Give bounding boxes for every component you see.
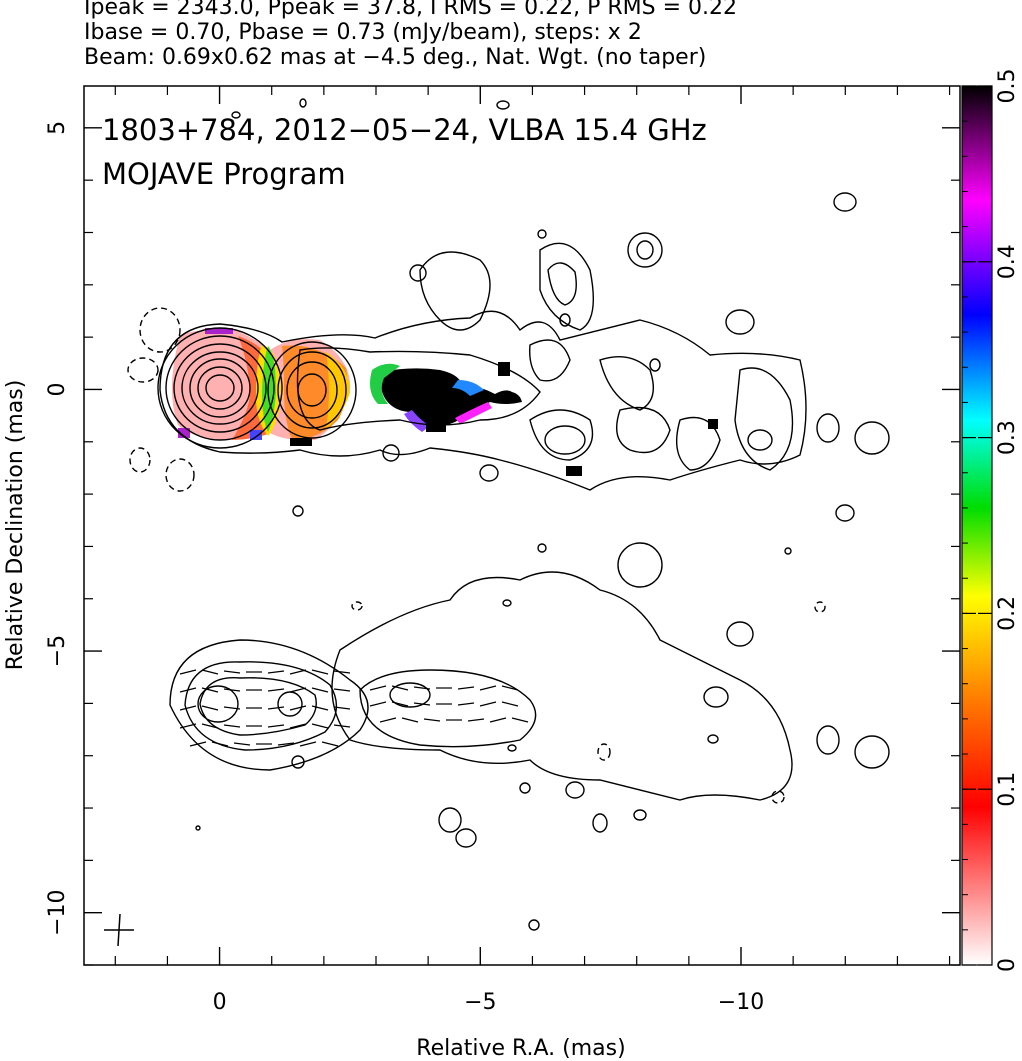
y-tick-label: 5: [45, 121, 70, 135]
axis-minor-ticks: [84, 86, 960, 966]
plot-frame: [83, 85, 961, 966]
evpa-vectors: [179, 669, 529, 747]
colorbar-tick-label: 0: [995, 958, 1020, 972]
y-tick-label: −10: [45, 889, 70, 935]
colorbar-tick-label: 0.4: [995, 244, 1020, 279]
beam-marker: [104, 913, 134, 947]
x-tick-label: −10: [718, 990, 764, 1015]
y-tick-label: 0: [45, 382, 70, 396]
y-axis-ticks: 5 0 −5 −10: [45, 121, 960, 936]
x-tick-label: −5: [464, 990, 496, 1015]
x-axis-label: Relative R.A. (mas): [416, 1036, 625, 1061]
header-line-3: Beam: 0.69x0.62 mas at −4.5 deg., Nat. W…: [84, 45, 707, 70]
colorbar-tick-label: 0.2: [995, 596, 1020, 631]
x-tick-label: 0: [213, 990, 227, 1015]
y-tick-label: −5: [45, 635, 70, 667]
colorbar-tick-label: 0.1: [995, 772, 1020, 807]
colorbar-frame: [961, 85, 993, 966]
colorbar: [962, 86, 992, 965]
colorbar-tick-label: 0.3: [995, 420, 1020, 455]
colorbar-tick-label: 0.5: [995, 69, 1020, 104]
colorbar-ticks: 0 0.1 0.2 0.3 0.4 0.5: [962, 69, 1020, 972]
chart-subtitle: MOJAVE Program: [102, 157, 346, 191]
header-line-2: Ibase = 0.70, Pbase = 0.73 (mJy/beam), s…: [84, 20, 642, 45]
x-axis-ticks: 0 −5 −10: [213, 86, 764, 1015]
intensity-contours: [127, 98, 890, 931]
chart-title: 1803+784, 2012−05−24, VLBA 15.4 GHz: [102, 113, 707, 147]
header-line-1: Ipeak = 2343.0, Ppeak = 37.8, I RMS = 0.…: [84, 0, 737, 20]
y-axis-label: Relative Declination (mas): [3, 380, 28, 671]
